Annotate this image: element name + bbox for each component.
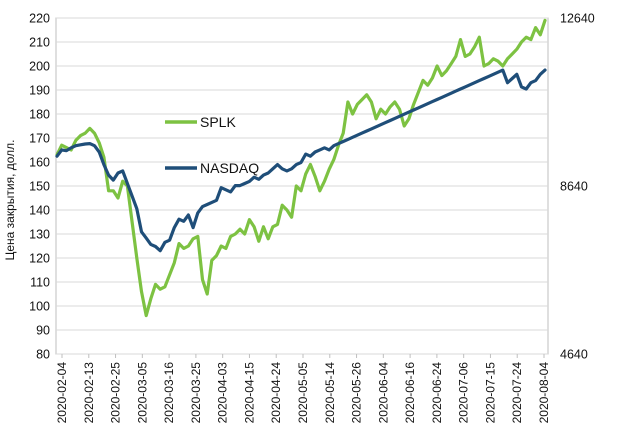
y-tick-label-right: 8640 xyxy=(560,180,588,194)
right-y-axis: 4640 8640 12640 xyxy=(560,12,595,362)
y-tick-label-left: 170 xyxy=(29,132,50,146)
y-tick-label-left: 110 xyxy=(30,276,50,290)
legend-label: NASDAQ xyxy=(200,160,259,176)
x-tick-label: 2020-02-13 xyxy=(82,362,96,424)
x-tick-label: 2020-04-15 xyxy=(242,362,256,424)
x-tick-label: 2020-07-06 xyxy=(457,362,471,424)
y-tick-label-left: 190 xyxy=(29,84,50,98)
x-tick-label: 2020-07-24 xyxy=(510,362,524,424)
y-tick-label-left: 120 xyxy=(29,252,50,266)
x-tick-label: 2020-05-05 xyxy=(296,362,310,424)
x-tick-label: 2020-06-04 xyxy=(376,362,390,424)
y-tick-label-left: 150 xyxy=(29,180,50,194)
series-line-nasdaq xyxy=(55,68,547,253)
y-tick-label-left: 90 xyxy=(36,324,50,338)
series-line-splk xyxy=(55,18,547,318)
x-tick-label: 2020-03-05 xyxy=(135,362,149,424)
y-tick-label-left: 200 xyxy=(29,60,50,74)
legend-label: SPLK xyxy=(200,114,236,130)
y-tick-label-left: 220 xyxy=(29,12,50,26)
x-tick-label: 2020-02-25 xyxy=(109,362,123,424)
x-tick-label: 2020-05-14 xyxy=(323,362,337,424)
y-tick-label-left: 210 xyxy=(29,36,50,50)
x-tick-label: 2020-06-24 xyxy=(430,362,444,424)
series-lines xyxy=(55,18,547,318)
left-y-axis: 80 90 100 110 120 130 140 150 160 170 180 190 200 210… xyxy=(29,12,50,362)
y-tick-label-left: 130 xyxy=(29,228,50,242)
x-tick-label: 2020-03-25 xyxy=(189,362,203,424)
y-tick-label-right: 12640 xyxy=(560,12,595,26)
x-tick-label: 2020-02-04 xyxy=(55,362,69,424)
y-tick-label-left: 160 xyxy=(29,156,50,170)
x-tick-label: 2020-07-15 xyxy=(483,362,497,424)
y-tick-label-right: 4640 xyxy=(560,348,588,362)
x-tick-label: 2020-05-26 xyxy=(350,362,364,424)
x-tick-label: 2020-08-04 xyxy=(537,362,551,424)
y-tick-label-left: 140 xyxy=(29,204,50,218)
x-tick-label: 2020-03-16 xyxy=(162,362,176,424)
y-tick-label-left: 80 xyxy=(36,348,50,362)
y-axis-title: Цена закрытия, долл. xyxy=(3,139,17,260)
x-tick-label: 2020-06-16 xyxy=(403,362,417,424)
y-tick-label-left: 100 xyxy=(29,300,50,314)
x-axis: 2020-02-04 2020-02-13 2020-02-25 2020-03-05… xyxy=(55,354,551,423)
y-tick-label-left: 180 xyxy=(29,108,50,122)
x-tick-label: 2020-04-24 xyxy=(269,362,283,424)
x-tick-label: 2020-04-03 xyxy=(216,362,230,424)
legend: SPLK NASDAQ xyxy=(165,114,259,176)
